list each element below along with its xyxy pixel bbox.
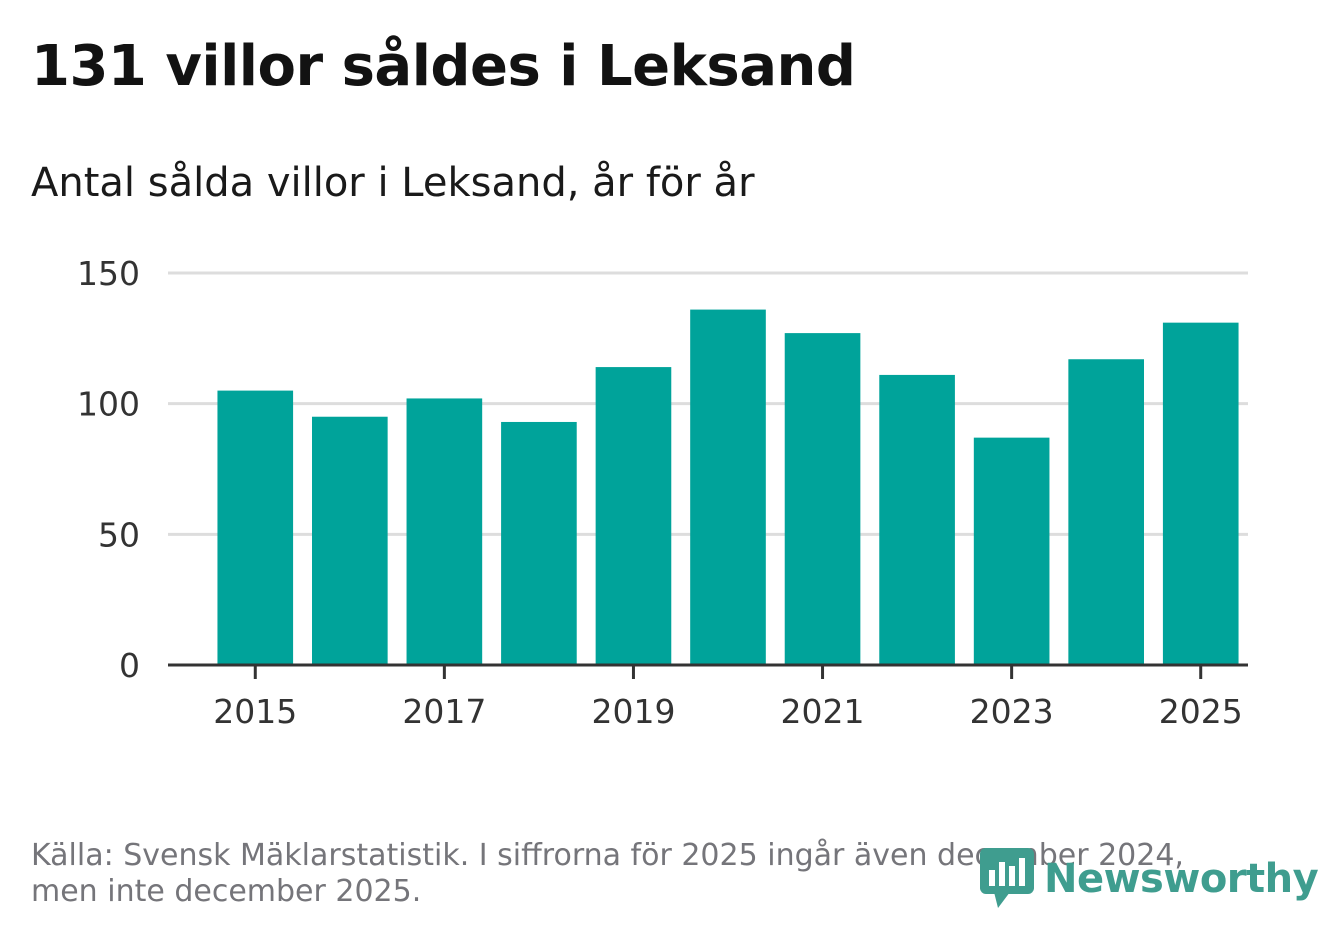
y-tick-label: 100 (77, 385, 140, 424)
bar-2024 (1068, 359, 1144, 665)
x-tick-label: 2021 (781, 692, 865, 731)
chart-subtitle: Antal sålda villor i Leksand, år för år (31, 160, 755, 206)
x-tick-label: 2017 (402, 692, 486, 731)
bar-2023 (973, 437, 1050, 665)
y-tick-label: 0 (119, 646, 140, 685)
x-tick-label: 2023 (970, 692, 1054, 731)
bar-chart-speech-bubble-icon (980, 848, 1034, 908)
bar-2020 (690, 309, 766, 665)
bar-2021 (784, 333, 861, 665)
newsworthy-logo: Newsworthy (980, 848, 1319, 910)
y-tick-label: 150 (77, 254, 140, 293)
x-tick-label: 2019 (591, 692, 675, 731)
x-tick-label: 2015 (213, 692, 297, 731)
brand-name: Newsworthy (1044, 856, 1319, 902)
bar-2019 (595, 367, 672, 665)
bar-2017 (406, 398, 483, 665)
y-tick-label: 50 (98, 515, 140, 554)
x-tick-label: 2025 (1159, 692, 1243, 731)
bar-2015 (217, 390, 294, 665)
chart-title: 131 villor såldes i Leksand (31, 34, 856, 99)
bar-chart: 0 50 100 150 2015 2017 2019 2021 2023 2025 (77, 254, 1248, 731)
bar-2016 (312, 416, 388, 665)
bar-2018 (501, 421, 577, 665)
bar-2022 (879, 374, 955, 665)
bar-2025 (1162, 322, 1239, 665)
